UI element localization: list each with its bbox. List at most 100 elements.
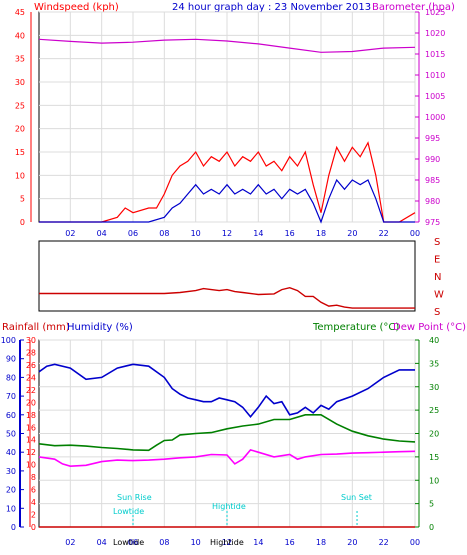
temperature-tick-label: 20 [429, 430, 439, 439]
humidity-tick-label: 70 [6, 392, 16, 401]
hightide-axis-label: Hightide [210, 538, 244, 547]
temp-panel-series [38, 363, 416, 528]
temp-panel-x-tick-labels: 02 04 06 08 10 12 14 16 18 20 22 00 [65, 538, 420, 547]
humidity-tick-label: 80 [6, 373, 16, 382]
direction-label-w: W [434, 290, 444, 301]
barometer-tick-label: 1020 [425, 29, 445, 38]
wind-x-tick-label: 18 [316, 229, 326, 238]
temperature-tick-label: 25 [429, 406, 439, 415]
windspeed-tick-label: 15 [15, 148, 25, 157]
humidity-tick-labels: 0 10 20 30 40 50 60 70 80 90 100 [1, 336, 24, 532]
rainfall-tick-label: 18 [26, 411, 36, 420]
direction-panel-frame [38, 240, 416, 312]
series-temperature-line [38, 413, 416, 452]
humidity-tick-label: 30 [6, 467, 16, 476]
rainfall-tick-label: 6 [31, 486, 36, 495]
hightide-label: Hightide [212, 502, 246, 511]
rainfall-tick-label: 16 [26, 423, 36, 432]
series-humidity-line [38, 363, 415, 418]
series-gust-line [39, 178, 415, 224]
temperature-axis-label: Temperature (°C) [312, 322, 399, 333]
temperature-tick-label: 30 [429, 383, 439, 392]
series-barometer-line [38, 38, 416, 53]
windspeed-tick-label: 10 [15, 171, 25, 180]
barometer-tick-label: 990 [425, 155, 440, 164]
barometer-tick-label: 1010 [425, 71, 445, 80]
wind-x-tick-label: 14 [253, 229, 263, 238]
rainfall-tick-label: 28 [26, 348, 36, 357]
temp-x-tick-label: 02 [65, 538, 75, 547]
rainfall-tick-label: 2 [31, 511, 36, 520]
temp-x-tick-label: 20 [347, 538, 357, 547]
wind-x-tick-label: 12 [222, 229, 232, 238]
lowtide-axis-label: Lowtide [113, 538, 144, 547]
windspeed-axis-label: Windspeed (kph) [34, 2, 119, 13]
temp-x-tick-label: 04 [97, 538, 107, 547]
wind-panel-series [38, 38, 416, 224]
humidity-tick-label: 50 [6, 430, 16, 439]
lowtide-label: Lowtide [113, 507, 144, 516]
rainfall-tick-label: 0 [31, 523, 36, 532]
barometer-tick-label: 995 [425, 134, 440, 143]
wind-x-tick-label: 06 [128, 229, 138, 238]
direction-series [39, 286, 415, 309]
wind-x-tick-label: 08 [159, 229, 169, 238]
direction-label-s: S [434, 307, 440, 318]
rainfall-tick-label: 26 [26, 361, 36, 370]
windspeed-tick-label: 20 [15, 125, 25, 134]
humidity-axis-label: Humidity (%) [67, 322, 133, 333]
barometer-tick-label: 985 [425, 176, 440, 185]
rainfall-tick-label: 12 [26, 448, 36, 457]
series-windspeed-line [39, 141, 416, 223]
humidity-tick-label: 20 [6, 486, 16, 495]
barometer-tick-label: 1015 [425, 50, 445, 59]
barometer-tick-labels: 975 980 985 990 995 1000 1005 1010 1015 1020 1025 [415, 8, 445, 227]
barometer-axis-label: Barometer (hpa) [372, 2, 455, 13]
windspeed-tick-label: 35 [15, 55, 25, 64]
windspeed-tick-label: 25 [15, 101, 25, 110]
humidity-tick-label: 60 [6, 411, 16, 420]
barometer-tick-label: 980 [425, 197, 440, 206]
temp-x-tick-label: 14 [253, 538, 263, 547]
barometer-tick-label: 1005 [425, 92, 445, 101]
series-dew-point-line [38, 448, 416, 468]
direction-label-e: E [434, 255, 440, 266]
windspeed-tick-labels: 0 5 10 15 20 25 30 35 40 45 [15, 8, 25, 227]
temp-x-tick-label: 22 [379, 538, 389, 547]
temp-x-tick-label: 18 [316, 538, 326, 547]
temp-x-tick-label: 12 [222, 538, 232, 547]
dewpoint-axis-label: Dew Point (°C) [393, 322, 466, 333]
windspeed-tick-label: 40 [15, 31, 25, 40]
rainfall-tick-label: 20 [26, 398, 36, 407]
temp-panel-grid [39, 339, 420, 528]
series-direction-line [39, 286, 415, 309]
windspeed-tick-label: 5 [20, 195, 25, 204]
windspeed-tick-label: 45 [15, 8, 25, 17]
humidity-tick-label: 90 [6, 355, 16, 364]
rainfall-tick-label: 8 [31, 473, 36, 482]
sunset-label: Sun Set [341, 493, 372, 502]
temperature-tick-label: 5 [429, 500, 434, 509]
wind-x-tick-label: 00 [410, 229, 420, 238]
wind-panel-grid [30, 11, 420, 223]
temperature-tick-label: 35 [429, 359, 439, 368]
humidity-tick-label: 40 [6, 448, 16, 457]
temperature-tick-labels: 0 5 10 15 20 25 30 35 40 [415, 336, 439, 532]
temp-x-tick-label: 06 [128, 538, 138, 547]
wind-x-tick-label: 16 [285, 229, 295, 238]
humidity-tick-label: 10 [6, 504, 16, 513]
wind-x-tick-label: 02 [65, 229, 75, 238]
barometer-tick-label: 975 [425, 218, 440, 227]
humidity-tick-label: 100 [1, 336, 16, 345]
wind-x-tick-label: 22 [379, 229, 389, 238]
temp-x-tick-label: 10 [191, 538, 201, 547]
astro-tide-events: Sun Rise Lowtide Hightide Sun Set Lowtid… [113, 493, 372, 547]
humidity-tick-label: 0 [11, 523, 16, 532]
graph-title: 24 hour graph day : 23 November 2013 [172, 2, 371, 13]
rainfall-axis-label: Rainfall (mm) [2, 322, 70, 333]
sunrise-label: Sun Rise [117, 493, 152, 502]
